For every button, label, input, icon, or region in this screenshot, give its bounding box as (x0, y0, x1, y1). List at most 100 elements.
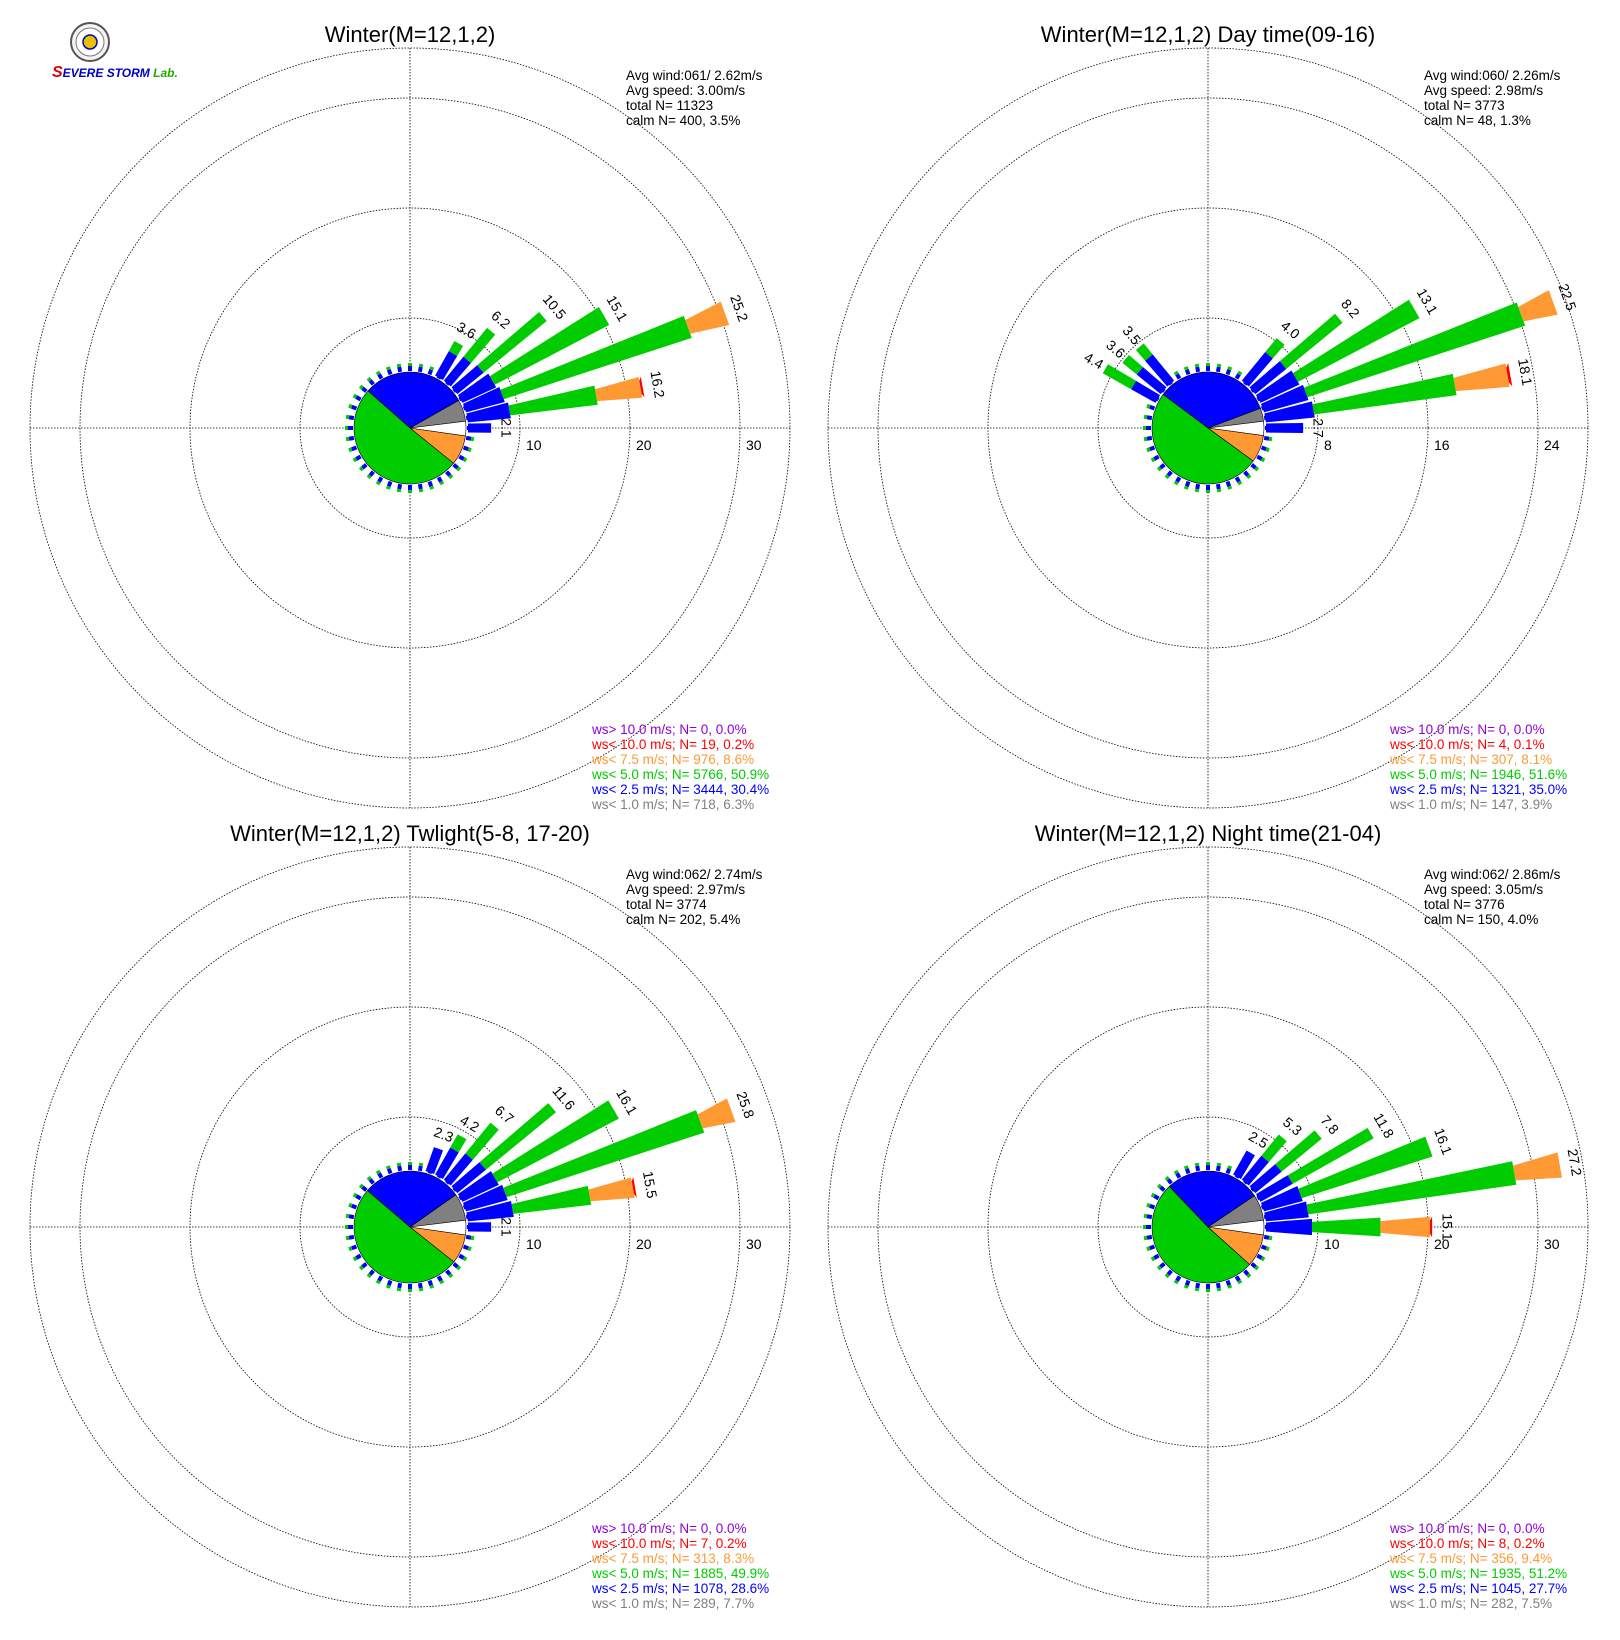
wind-bar-segment (1279, 313, 1343, 369)
wind-bar-label: 8.2 (1338, 296, 1363, 321)
perimeter-spoke-tip (375, 1169, 381, 1175)
perimeter-spoke (1225, 480, 1232, 487)
perimeter-spoke-tip (1194, 1287, 1200, 1292)
perimeter-spoke (361, 386, 368, 393)
wind-bar-segment (1287, 1127, 1374, 1184)
wind-bar-segment (1512, 1152, 1563, 1181)
wind-bar-segment (448, 340, 464, 356)
wind-bar-label: 5.3 (1280, 1114, 1305, 1139)
wind-bar-segment (451, 1162, 486, 1194)
perimeter-spoke (355, 1194, 362, 1201)
ring-label: 10 (1324, 1236, 1340, 1252)
wind-bar-label: 3.6 (1103, 337, 1128, 362)
perimeter-spoke (1146, 415, 1153, 421)
perimeter-spoke-tip (1227, 366, 1233, 371)
perimeter-spoke (452, 1262, 459, 1269)
perimeter-spoke (1225, 1279, 1232, 1286)
wind-bar-segment (435, 1147, 459, 1180)
wind-bar-segment (503, 1110, 705, 1198)
wind-bar-label: 22.5 (1555, 282, 1579, 313)
perimeter-spoke-tip (352, 393, 358, 399)
perimeter-spoke (1175, 373, 1182, 380)
wind-bar-label: 4.4 (1081, 349, 1106, 373)
legend-entry-ws-lt-7-5: ws< 7.5 m/s; N= 976, 8.6% (591, 752, 754, 767)
wind-bar-label: 6.7 (492, 1102, 517, 1127)
perimeter-spoke-tip (1268, 1235, 1273, 1241)
legend-entry-ws-lt-7-5: ws< 7.5 m/s; N= 307, 8.1% (1389, 752, 1552, 767)
perimeter-spoke (1146, 435, 1153, 441)
perimeter-spoke (427, 369, 434, 376)
legend-entry-ws-lt-10: ws< 10.0 m/s; N= 8, 0.2% (1389, 1536, 1545, 1551)
perimeter-spoke (1243, 1269, 1250, 1276)
perimeter-spoke (386, 480, 393, 487)
perimeter-spoke-tip (1227, 1165, 1233, 1170)
legend-entry-ws-lt-1-0: ws< 1.0 m/s; N= 289, 7.7% (591, 1596, 754, 1611)
perimeter-spoke (1234, 476, 1241, 483)
wind-bar-segment (1241, 352, 1273, 387)
perimeter-spoke-tip (358, 466, 364, 472)
perimeter-spoke-tip (375, 480, 381, 486)
perimeter-spoke-tip (358, 1183, 364, 1189)
perimeter-spoke (417, 366, 423, 373)
perimeter-spoke (465, 435, 472, 441)
perimeter-spoke-tip (429, 1284, 435, 1289)
perimeter-spoke (386, 1168, 393, 1175)
wind-bar-segment (511, 1185, 592, 1214)
perimeter-spoke (1149, 1203, 1156, 1210)
perimeter-spoke-tip (1237, 370, 1243, 376)
stats-total-n: total N= 11323 (626, 98, 713, 113)
wind-bar-label: 25.8 (733, 1089, 757, 1120)
wind-bar-label: 11.8 (1370, 1110, 1397, 1141)
perimeter-spoke-tip (1173, 1169, 1179, 1175)
perimeter-spoke-tip (352, 457, 358, 463)
perimeter-spoke (436, 1275, 443, 1282)
wind-bar-label: 2.3 (432, 1124, 456, 1146)
legend-entry-ws-gt-10: ws> 10.0 m/s; N= 0, 0.0% (1389, 722, 1545, 737)
perimeter-spoke (1215, 366, 1221, 373)
perimeter-spoke (386, 369, 393, 376)
wind-bar-label: 2.7 (1310, 418, 1326, 438)
perimeter-spoke-tip (348, 403, 353, 409)
stats-avg-wind: Avg wind:060/ 2.26m/s (1424, 68, 1561, 83)
perimeter-spoke (1250, 1262, 1257, 1269)
perimeter-spoke (462, 1244, 469, 1251)
perimeter-spoke-tip (1164, 1175, 1170, 1181)
stats-total-n: total N= 3773 (1424, 98, 1505, 113)
perimeter-spoke (368, 379, 375, 386)
wind-bar-segment (1249, 361, 1287, 395)
wind-bar-segment (1312, 373, 1457, 415)
perimeter-spoke (1256, 454, 1263, 461)
perimeter-spoke (465, 1234, 472, 1240)
perimeter-spoke (417, 1282, 423, 1289)
perimeter-spoke-tip (456, 466, 462, 472)
legend-entry-ws-lt-10: ws< 10.0 m/s; N= 4, 0.1% (1389, 737, 1545, 752)
perimeter-spoke (445, 470, 452, 477)
perimeter-spoke-tip (1194, 488, 1200, 493)
perimeter-spoke-tip (1216, 1162, 1222, 1167)
perimeter-spoke (1175, 1172, 1182, 1179)
ring-label: 8 (1324, 437, 1332, 453)
perimeter-spoke-tip (1173, 1279, 1179, 1285)
perimeter-spoke-tip (345, 436, 350, 442)
perimeter-spoke (355, 395, 362, 402)
perimeter-spoke-tip (429, 366, 435, 371)
perimeter-spoke-tip (1268, 436, 1273, 442)
ring-label: 10 (526, 1236, 542, 1252)
wind-bar-label: 7.8 (1317, 1112, 1342, 1137)
perimeter-spoke-tip (1246, 474, 1252, 480)
legend-entry-ws-lt-2-5: ws< 2.5 m/s; N= 1045, 27.7% (1389, 1581, 1567, 1596)
perimeter-spoke-tip (456, 1265, 462, 1271)
pie-slice-ws-lt-2-5 (367, 371, 460, 429)
stats-avg-speed: Avg speed: 3.05m/s (1424, 882, 1543, 897)
legend-entry-ws-lt-7-5: ws< 7.5 m/s; N= 356, 9.4% (1389, 1551, 1552, 1566)
perimeter-spoke-tip (467, 1246, 472, 1252)
perimeter-spoke (1263, 435, 1270, 441)
ring-label: 30 (1544, 1236, 1560, 1252)
wind-bar-label: 16.2 (647, 370, 668, 400)
perimeter-spoke-tip (366, 1175, 372, 1181)
perimeter-spoke (368, 1178, 375, 1185)
perimeter-spoke (1153, 1194, 1160, 1201)
wind-bar-segment (1453, 363, 1510, 392)
wind-bar-segment (1261, 1134, 1287, 1162)
wind-rose-panel-4: 10 20 30 Winter(M=12,1,2) Night time(21-04)… (827, 821, 1589, 1611)
